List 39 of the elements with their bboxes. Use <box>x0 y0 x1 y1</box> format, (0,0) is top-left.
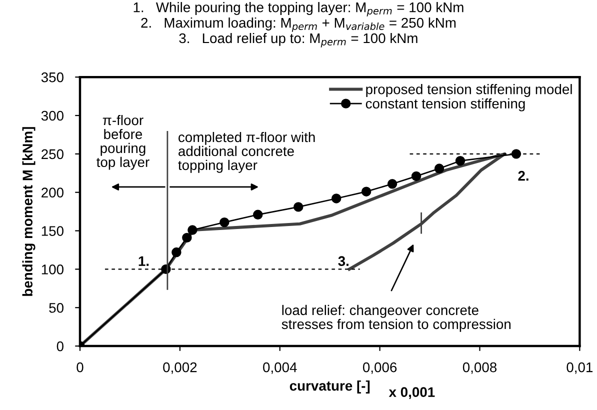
y-tick-label: 100 <box>42 264 64 274</box>
y-tick-label: 0 <box>56 341 64 352</box>
annotation: π-floor before pouring top layer <box>96 114 150 170</box>
point <box>455 156 466 166</box>
x-tick-label: 0,002 <box>163 362 197 374</box>
y-tick-label: 250 <box>42 149 64 160</box>
y-tick-label: 350 <box>41 72 64 82</box>
point <box>188 225 198 235</box>
point <box>182 232 192 243</box>
y-tick-label: 200 <box>42 188 64 198</box>
y-tick-label: 300 <box>41 110 64 121</box>
y-tick-label: 150 <box>42 226 64 236</box>
annotation: 2. <box>518 170 528 181</box>
point <box>253 210 263 220</box>
annotation: 1. <box>138 256 149 266</box>
point <box>387 179 398 189</box>
x-tick-label: 0,008 <box>462 362 497 374</box>
point <box>294 202 304 212</box>
point <box>511 149 522 159</box>
annotation: completed π-floor with additional concrete topping layer <box>178 132 315 173</box>
point <box>331 194 342 204</box>
point <box>434 164 444 174</box>
x-tick-label: 0,006 <box>362 362 397 374</box>
point <box>361 186 372 196</box>
x-tick-label: 0 <box>76 362 84 372</box>
y-axis-title: bending moment M [kNm] <box>22 127 36 296</box>
annotation: load relief: changeover concrete stresses from tension to compression <box>282 304 510 332</box>
text: x 0,001 <box>388 387 435 400</box>
chart-title: 1. While pouring the topping layer: M$_{perm}$ = 100 kNm 2. Maximum loading: M$_{perm}$ + M$_{variable}$ = 250 kNm 3. Load relief up to: M$_{perm}$ = 100 kNm <box>134 2 464 48</box>
x-axis-title: curvature [-] <box>290 380 370 394</box>
point <box>411 171 422 182</box>
point <box>172 247 182 258</box>
x-tick-label: 0,004 <box>263 362 297 374</box>
legend-label: proposed tension stiffening model <box>366 84 572 97</box>
legend-label: constant tension stiffening <box>366 98 525 112</box>
point <box>220 217 230 228</box>
annotation: 3. <box>338 256 348 266</box>
y-tick-label: 50 <box>49 302 64 313</box>
x-tick-label: 0,01 <box>566 362 593 374</box>
